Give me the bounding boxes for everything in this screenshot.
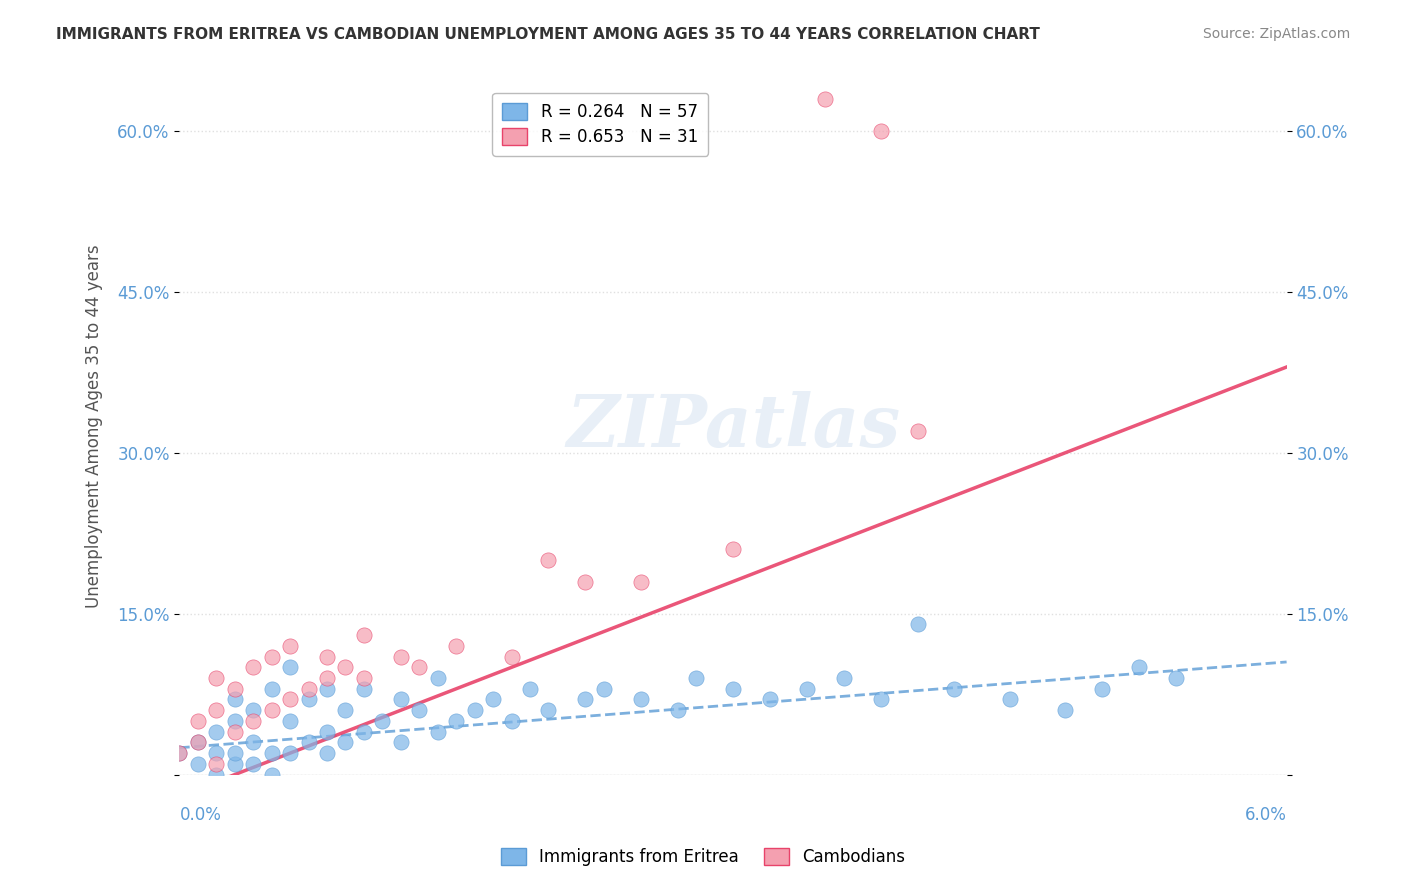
Point: [721, 542, 744, 557]
Point: [501, 714, 523, 728]
Point: [260, 767, 283, 781]
Point: [187, 714, 209, 728]
Point: [685, 671, 707, 685]
Point: [907, 425, 929, 439]
Point: [353, 681, 375, 696]
Point: [297, 692, 319, 706]
Point: [187, 735, 209, 749]
Point: [1054, 703, 1077, 717]
Point: [814, 92, 837, 106]
Point: [408, 660, 430, 674]
Legend: Immigrants from Eritrea, Cambodians: Immigrants from Eritrea, Cambodians: [492, 840, 914, 875]
Point: [205, 671, 228, 685]
Point: [224, 756, 246, 771]
Point: [721, 681, 744, 696]
Point: [224, 714, 246, 728]
Point: [260, 746, 283, 760]
Point: [907, 617, 929, 632]
Point: [260, 681, 283, 696]
Point: [278, 660, 301, 674]
Point: [260, 649, 283, 664]
Point: [630, 574, 652, 589]
Point: [426, 724, 449, 739]
Point: [592, 681, 614, 696]
Point: [1128, 660, 1150, 674]
Point: [389, 692, 412, 706]
Point: [335, 735, 357, 749]
Point: [389, 649, 412, 664]
Point: [335, 703, 357, 717]
Point: [187, 756, 209, 771]
Point: [242, 735, 264, 749]
Point: [574, 692, 596, 706]
Point: [943, 681, 966, 696]
Point: [869, 124, 891, 138]
Text: ZIPatlas: ZIPatlas: [567, 391, 900, 461]
Point: [998, 692, 1021, 706]
Point: [482, 692, 505, 706]
Point: [224, 692, 246, 706]
Point: [630, 692, 652, 706]
Point: [205, 703, 228, 717]
Point: [297, 681, 319, 696]
Point: [205, 756, 228, 771]
Y-axis label: Unemployment Among Ages 35 to 44 years: Unemployment Among Ages 35 to 44 years: [86, 244, 103, 607]
Point: [574, 574, 596, 589]
Point: [353, 628, 375, 642]
Point: [426, 671, 449, 685]
Point: [832, 671, 855, 685]
Text: IMMIGRANTS FROM ERITREA VS CAMBODIAN UNEMPLOYMENT AMONG AGES 35 TO 44 YEARS CORR: IMMIGRANTS FROM ERITREA VS CAMBODIAN UNE…: [56, 27, 1040, 42]
Point: [205, 767, 228, 781]
Point: [464, 703, 486, 717]
Point: [242, 714, 264, 728]
Point: [371, 714, 394, 728]
Point: [316, 649, 339, 664]
Point: [759, 692, 782, 706]
Point: [666, 703, 689, 717]
Point: [169, 746, 191, 760]
Point: [353, 671, 375, 685]
Point: [224, 746, 246, 760]
Point: [444, 639, 467, 653]
Point: [408, 703, 430, 717]
Point: [187, 735, 209, 749]
Legend: R = 0.264   N = 57, R = 0.653   N = 31: R = 0.264 N = 57, R = 0.653 N = 31: [492, 93, 709, 156]
Point: [1164, 671, 1187, 685]
Point: [316, 746, 339, 760]
Point: [278, 714, 301, 728]
Point: [297, 735, 319, 749]
Point: [205, 724, 228, 739]
Point: [224, 724, 246, 739]
Point: [519, 681, 541, 696]
Point: [242, 703, 264, 717]
Point: [444, 714, 467, 728]
Point: [278, 692, 301, 706]
Point: [205, 746, 228, 760]
Point: [1091, 681, 1114, 696]
Point: [869, 692, 891, 706]
Point: [224, 681, 246, 696]
Point: [316, 681, 339, 696]
Point: [335, 660, 357, 674]
Point: [278, 639, 301, 653]
Point: [796, 681, 818, 696]
Point: [278, 746, 301, 760]
Point: [242, 660, 264, 674]
Point: [389, 735, 412, 749]
Point: [537, 703, 560, 717]
Point: [353, 724, 375, 739]
Point: [316, 671, 339, 685]
Text: Source: ZipAtlas.com: Source: ZipAtlas.com: [1202, 27, 1350, 41]
Point: [169, 746, 191, 760]
Point: [242, 756, 264, 771]
Text: 6.0%: 6.0%: [1244, 806, 1286, 824]
Point: [316, 724, 339, 739]
Point: [501, 649, 523, 664]
Text: 0.0%: 0.0%: [180, 806, 221, 824]
Point: [537, 553, 560, 567]
Point: [260, 703, 283, 717]
